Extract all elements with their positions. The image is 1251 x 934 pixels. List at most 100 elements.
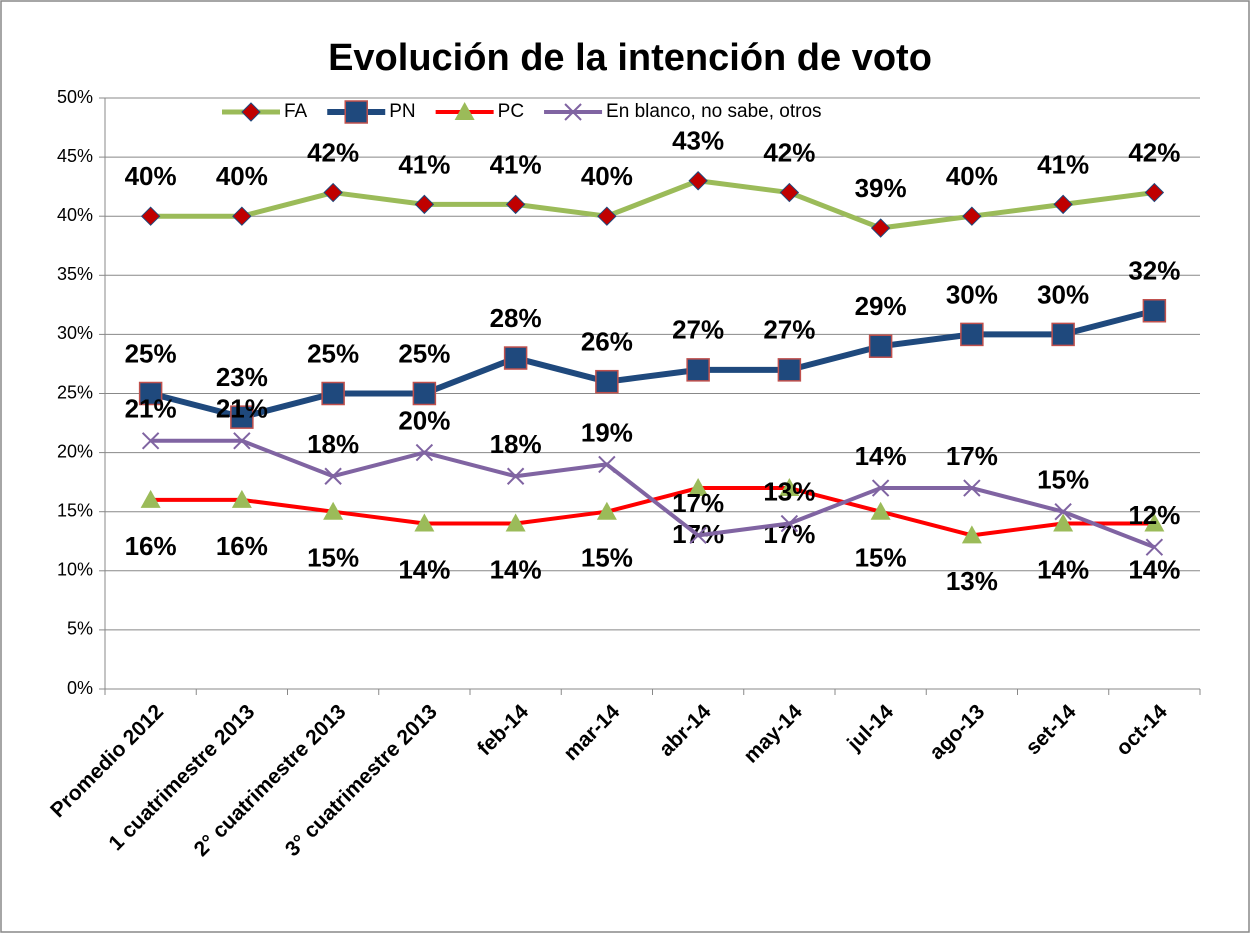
data-label: 27% — [763, 315, 815, 345]
data-label: 14% — [1128, 554, 1180, 584]
y-tick-label: 5% — [67, 619, 93, 639]
legend-label: En blanco, no sabe, otros — [606, 101, 821, 122]
data-label: 41% — [398, 149, 450, 179]
data-label: 40% — [581, 161, 633, 191]
chart-title: Evolución de la intención de voto — [328, 37, 932, 79]
y-tick-label: 30% — [57, 323, 93, 343]
data-label: 29% — [855, 291, 907, 321]
data-label: 40% — [125, 161, 177, 191]
data-label: 42% — [763, 137, 815, 167]
data-label: 15% — [1037, 465, 1089, 495]
data-point — [688, 171, 708, 191]
data-point — [777, 358, 802, 382]
data-point — [688, 478, 709, 497]
data-point — [506, 467, 525, 485]
data-label: 42% — [307, 137, 359, 167]
data-label: 13% — [763, 476, 815, 506]
data-label: 15% — [581, 543, 633, 573]
data-label: 25% — [125, 338, 177, 368]
data-label: 27% — [672, 315, 724, 345]
data-point — [963, 479, 981, 497]
data-label: 32% — [1128, 256, 1180, 286]
legend-label: FA — [284, 101, 308, 122]
data-point — [779, 182, 800, 203]
data-point — [868, 334, 893, 358]
data-label: 21% — [216, 394, 268, 424]
data-label: 30% — [946, 279, 998, 309]
data-label: 30% — [1037, 279, 1089, 309]
data-point — [961, 525, 982, 544]
legend-label: PC — [498, 101, 524, 122]
series-line — [150, 438, 1156, 550]
data-point — [505, 194, 526, 215]
y-tick-label: 40% — [57, 205, 93, 225]
data-point — [138, 381, 163, 406]
data-label: 23% — [216, 362, 268, 392]
data-label: 21% — [125, 394, 177, 424]
data-label: 12% — [1128, 500, 1180, 530]
data-label: 28% — [490, 303, 542, 333]
data-point — [780, 514, 799, 533]
data-point — [503, 346, 528, 370]
data-label: 14% — [855, 441, 907, 471]
legend-marker — [564, 103, 582, 121]
data-label: 41% — [490, 149, 542, 179]
data-label: 19% — [581, 417, 633, 447]
data-point — [598, 455, 616, 474]
data-label: 14% — [398, 554, 450, 584]
data-point — [415, 443, 434, 462]
data-point — [1054, 502, 1072, 521]
data-point — [870, 218, 891, 238]
data-point — [1145, 538, 1164, 556]
data-point — [595, 369, 619, 394]
data-label: 39% — [855, 173, 907, 203]
data-point — [412, 381, 437, 406]
legend-marker — [241, 102, 261, 122]
data-point — [323, 501, 344, 520]
data-point — [140, 489, 161, 508]
data-point — [596, 501, 617, 520]
data-point — [1144, 513, 1165, 532]
data-label: 40% — [946, 161, 998, 191]
series-line — [150, 178, 1155, 231]
y-tick-label: 50% — [57, 87, 93, 107]
data-point — [323, 182, 343, 203]
data-point — [141, 432, 160, 450]
data-label: 16% — [216, 531, 268, 561]
data-label: 20% — [398, 405, 450, 435]
data-label: 43% — [672, 126, 724, 156]
data-label: 14% — [490, 554, 542, 584]
y-tick-label: 45% — [57, 146, 93, 166]
y-tick-label: 25% — [57, 382, 93, 402]
data-point — [414, 194, 435, 215]
data-point — [1142, 299, 1167, 323]
data-label: 15% — [855, 543, 907, 573]
data-point — [232, 206, 252, 226]
data-label: 17% — [672, 488, 724, 518]
legend-marker — [344, 100, 368, 124]
data-label: 40% — [216, 161, 268, 191]
data-label: 42% — [1128, 137, 1180, 167]
data-point — [233, 432, 251, 450]
data-label: 16% — [125, 531, 177, 561]
data-label: 13% — [946, 566, 998, 596]
data-point — [871, 479, 890, 497]
data-label: 25% — [307, 338, 359, 368]
data-point — [1051, 322, 1075, 347]
data-point — [414, 513, 435, 532]
data-label: 25% — [398, 338, 450, 368]
y-tick-label: 20% — [57, 441, 93, 461]
data-point — [231, 489, 252, 508]
data-label: 15% — [307, 543, 359, 573]
data-point — [505, 513, 526, 532]
y-tick-label: 35% — [57, 264, 93, 284]
data-point — [1144, 182, 1165, 203]
data-label: 18% — [307, 429, 359, 459]
data-point — [140, 206, 161, 226]
legend-marker — [454, 102, 475, 120]
y-tick-label: 15% — [57, 500, 93, 520]
data-point — [1053, 513, 1074, 532]
data-label: 17% — [946, 441, 998, 471]
data-point — [230, 405, 254, 429]
